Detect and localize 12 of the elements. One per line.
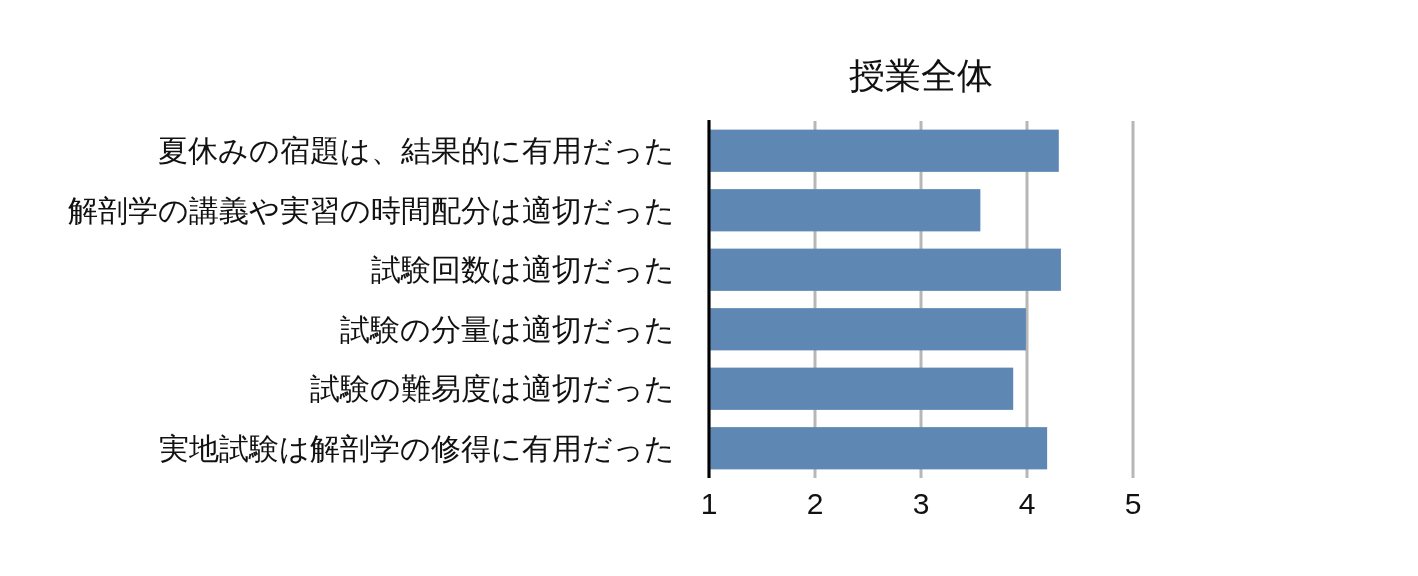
y-tick-label: 試験の分量は適切だった	[340, 312, 675, 346]
y-tick-label: 試験回数は適切だった	[371, 253, 675, 287]
x-tick-label: 4	[1018, 486, 1036, 520]
title: 授業全体	[849, 54, 993, 96]
y-tick-label: 解剖学の講義や実習の時間配分は適切だった	[68, 193, 675, 227]
y-tick-label: 試験の難易度は適切だった	[310, 372, 675, 406]
y-tick-label: 夏休みの宿題は、結果的に有用だった	[158, 134, 675, 168]
x-tick-label: 2	[806, 486, 824, 520]
x-tick-label: 3	[912, 486, 930, 520]
x-tick-label: 5	[1124, 486, 1142, 520]
x-tick-label: 1	[700, 486, 718, 520]
y-tick-label: 実地試験は解剖学の修得に有用だった	[159, 431, 675, 465]
